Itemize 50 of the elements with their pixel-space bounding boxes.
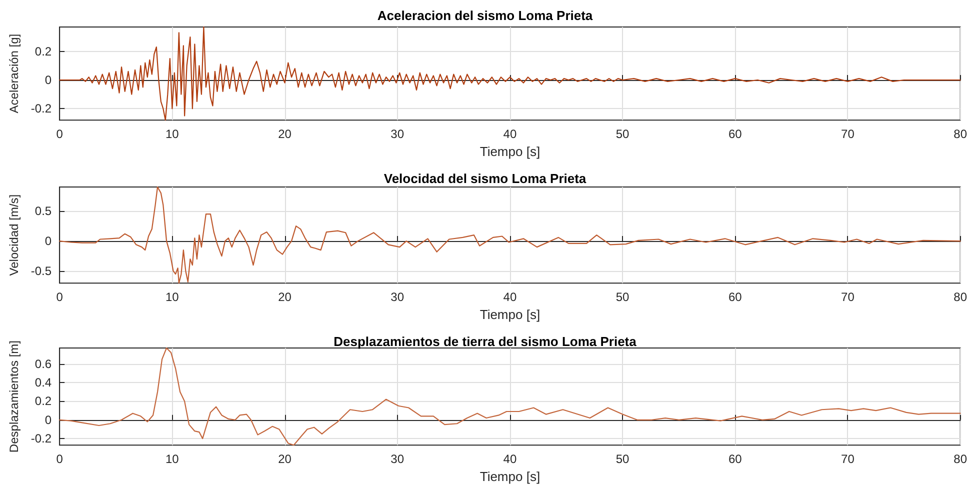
y-axis-title: Desplazamientos [m]: [7, 340, 21, 453]
x-tick-label: 10: [165, 290, 180, 304]
x-tick-label: 10: [165, 452, 180, 466]
x-tick-label: 30: [390, 452, 404, 466]
x-tick-label: 10: [165, 127, 180, 142]
x-tick-label: 70: [841, 452, 855, 466]
x-tick-label: 0: [56, 290, 64, 304]
x-tick-label: 80: [954, 290, 968, 304]
chart-title: Desplazamientos de tierra del sismo Loma Prieta: [334, 334, 638, 349]
x-axis-title: Tiempo [s]: [480, 469, 540, 484]
x-tick-label: 80: [954, 127, 968, 142]
x-tick-label: 70: [841, 290, 855, 304]
x-axis-title: Tiempo [s]: [480, 307, 540, 322]
y-axis-title: Aceleración [g]: [7, 34, 21, 114]
x-tick-label: 40: [503, 127, 517, 142]
y-tick-label: -0.5: [30, 264, 52, 278]
chart-title: Velocidad del sismo Loma Prieta: [384, 171, 587, 186]
chart-title: Aceleracion del sismo Loma Prieta: [377, 8, 594, 23]
y-tick-label: 0.4: [34, 376, 52, 390]
line-series: [59, 186, 961, 284]
x-tick-label: 80: [954, 452, 968, 466]
y-tick-label: 0: [44, 234, 52, 248]
x-tick-label: 0: [56, 127, 64, 142]
x-tick-label: 30: [390, 290, 404, 304]
y-tick-label: -0.2: [30, 102, 52, 116]
x-tick-label: 50: [616, 290, 630, 304]
line-series: [59, 26, 961, 121]
x-tick-label: 40: [503, 452, 517, 466]
y-tick-label: 0.5: [34, 204, 52, 218]
x-tick-label: 20: [278, 127, 292, 142]
x-tick-label: 60: [728, 290, 742, 304]
y-tick-label: -0.2: [30, 432, 52, 446]
x-tick-label: 60: [728, 127, 742, 142]
x-tick-label: 50: [616, 452, 630, 466]
x-axis-title: Tiempo [s]: [480, 144, 540, 159]
y-tick-label: 0: [44, 412, 52, 427]
x-tick-label: 30: [390, 127, 404, 142]
x-tick-label: 70: [841, 127, 855, 142]
y-axis-title: Velocidad [m/s]: [7, 194, 21, 276]
y-tick-label: 0: [44, 72, 52, 87]
y-tick-label: 0.6: [34, 356, 52, 371]
x-tick-label: 20: [278, 290, 292, 304]
y-tick-label: 0.2: [34, 394, 52, 408]
x-tick-label: 50: [616, 127, 630, 142]
x-tick-label: 40: [503, 290, 517, 304]
x-tick-label: 60: [728, 452, 742, 466]
line-series: [59, 347, 961, 446]
x-tick-label: 20: [278, 452, 292, 466]
x-tick-label: 0: [56, 452, 64, 466]
y-tick-label: 0.2: [34, 44, 52, 58]
